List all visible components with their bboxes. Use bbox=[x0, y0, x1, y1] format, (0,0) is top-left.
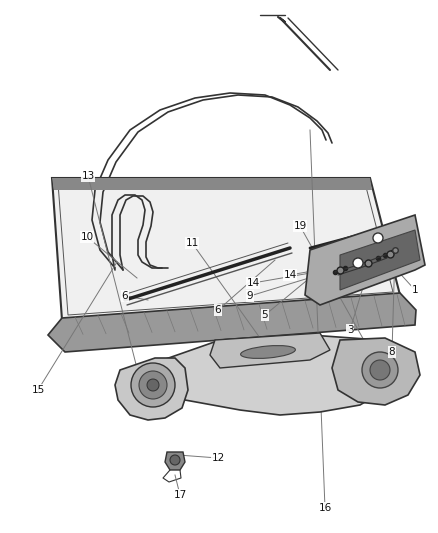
Polygon shape bbox=[340, 230, 420, 290]
Circle shape bbox=[362, 352, 398, 388]
Text: 15: 15 bbox=[32, 385, 45, 395]
Polygon shape bbox=[52, 178, 372, 190]
Polygon shape bbox=[115, 358, 188, 420]
Text: 6: 6 bbox=[122, 291, 128, 301]
Ellipse shape bbox=[129, 271, 145, 285]
Circle shape bbox=[147, 379, 159, 391]
FancyBboxPatch shape bbox=[127, 271, 138, 279]
Text: 10: 10 bbox=[81, 232, 94, 242]
Text: 8: 8 bbox=[389, 347, 396, 357]
Text: 6: 6 bbox=[215, 305, 221, 315]
Text: 1: 1 bbox=[412, 285, 418, 295]
Polygon shape bbox=[48, 293, 416, 352]
Polygon shape bbox=[52, 178, 400, 320]
Polygon shape bbox=[332, 338, 420, 405]
Polygon shape bbox=[305, 215, 425, 305]
Circle shape bbox=[370, 360, 390, 380]
Text: 12: 12 bbox=[212, 453, 225, 463]
Polygon shape bbox=[118, 335, 395, 415]
Text: 16: 16 bbox=[318, 503, 332, 513]
Text: 14: 14 bbox=[283, 270, 297, 280]
Text: 14: 14 bbox=[246, 278, 260, 288]
Text: 13: 13 bbox=[81, 171, 95, 181]
Text: 17: 17 bbox=[173, 490, 187, 500]
Circle shape bbox=[373, 233, 383, 243]
Ellipse shape bbox=[240, 345, 295, 358]
Text: 3: 3 bbox=[347, 325, 353, 335]
Text: 5: 5 bbox=[261, 310, 268, 320]
Circle shape bbox=[139, 371, 167, 399]
Circle shape bbox=[131, 363, 175, 407]
Text: 9: 9 bbox=[247, 291, 253, 301]
Text: 19: 19 bbox=[293, 221, 307, 231]
Text: 11: 11 bbox=[185, 238, 198, 248]
Circle shape bbox=[170, 455, 180, 465]
Circle shape bbox=[353, 258, 363, 268]
Polygon shape bbox=[165, 452, 185, 470]
Polygon shape bbox=[210, 333, 330, 368]
